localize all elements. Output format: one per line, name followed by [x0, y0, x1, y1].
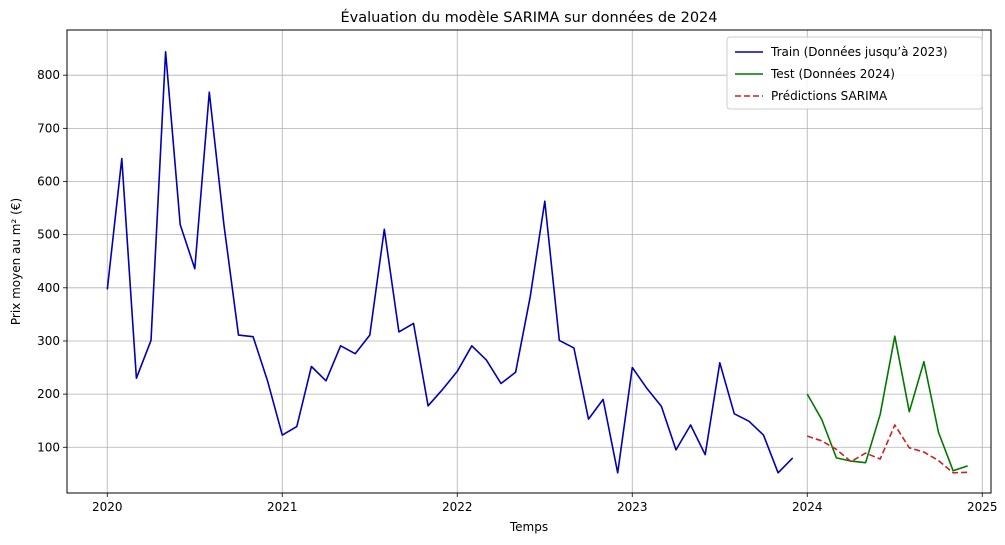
x-tick-label: 2020	[92, 500, 123, 514]
series-lines	[106, 50, 968, 474]
x-tick-label: 2021	[267, 500, 298, 514]
y-tick-label: 400	[37, 281, 60, 295]
y-axis-label: Prix moyen au m² (€)	[9, 198, 23, 325]
series-line-1	[106, 50, 794, 474]
y-tick-label: 300	[37, 334, 60, 348]
axis-ticks: 2020 2021 2022 2023 2024 2025 100 200 300 400 500 6…	[37, 68, 997, 514]
legend-label-3: Prédictions SARIMA	[771, 89, 888, 103]
legend-label-2: Test (Données 2024)	[770, 67, 895, 81]
x-tick-label: 2023	[617, 500, 648, 514]
y-tick-label: 700	[37, 121, 60, 135]
legend-label-1: Train (Données jusqu’à 2023)	[770, 45, 948, 59]
x-tick-label: 2024	[792, 500, 823, 514]
legend-box	[726, 36, 983, 110]
y-tick-label: 500	[37, 228, 60, 242]
y-tick-label: 100	[37, 440, 60, 454]
plot-frame	[66, 29, 992, 494]
x-tick-label: 2022	[442, 500, 473, 514]
series-line-3	[807, 424, 968, 474]
x-tick-label: 2025	[967, 500, 998, 514]
series-line-2	[806, 335, 968, 472]
x-axis-label: Temps	[509, 520, 548, 534]
legend: Train (Données jusqu’à 2023) Test (Donnée…	[726, 36, 983, 110]
y-tick-label: 800	[37, 68, 60, 82]
y-tick-label: 200	[37, 387, 60, 401]
y-tick-label: 600	[37, 174, 60, 188]
chart-title: Évaluation du modèle SARIMA sur données …	[341, 9, 718, 26]
